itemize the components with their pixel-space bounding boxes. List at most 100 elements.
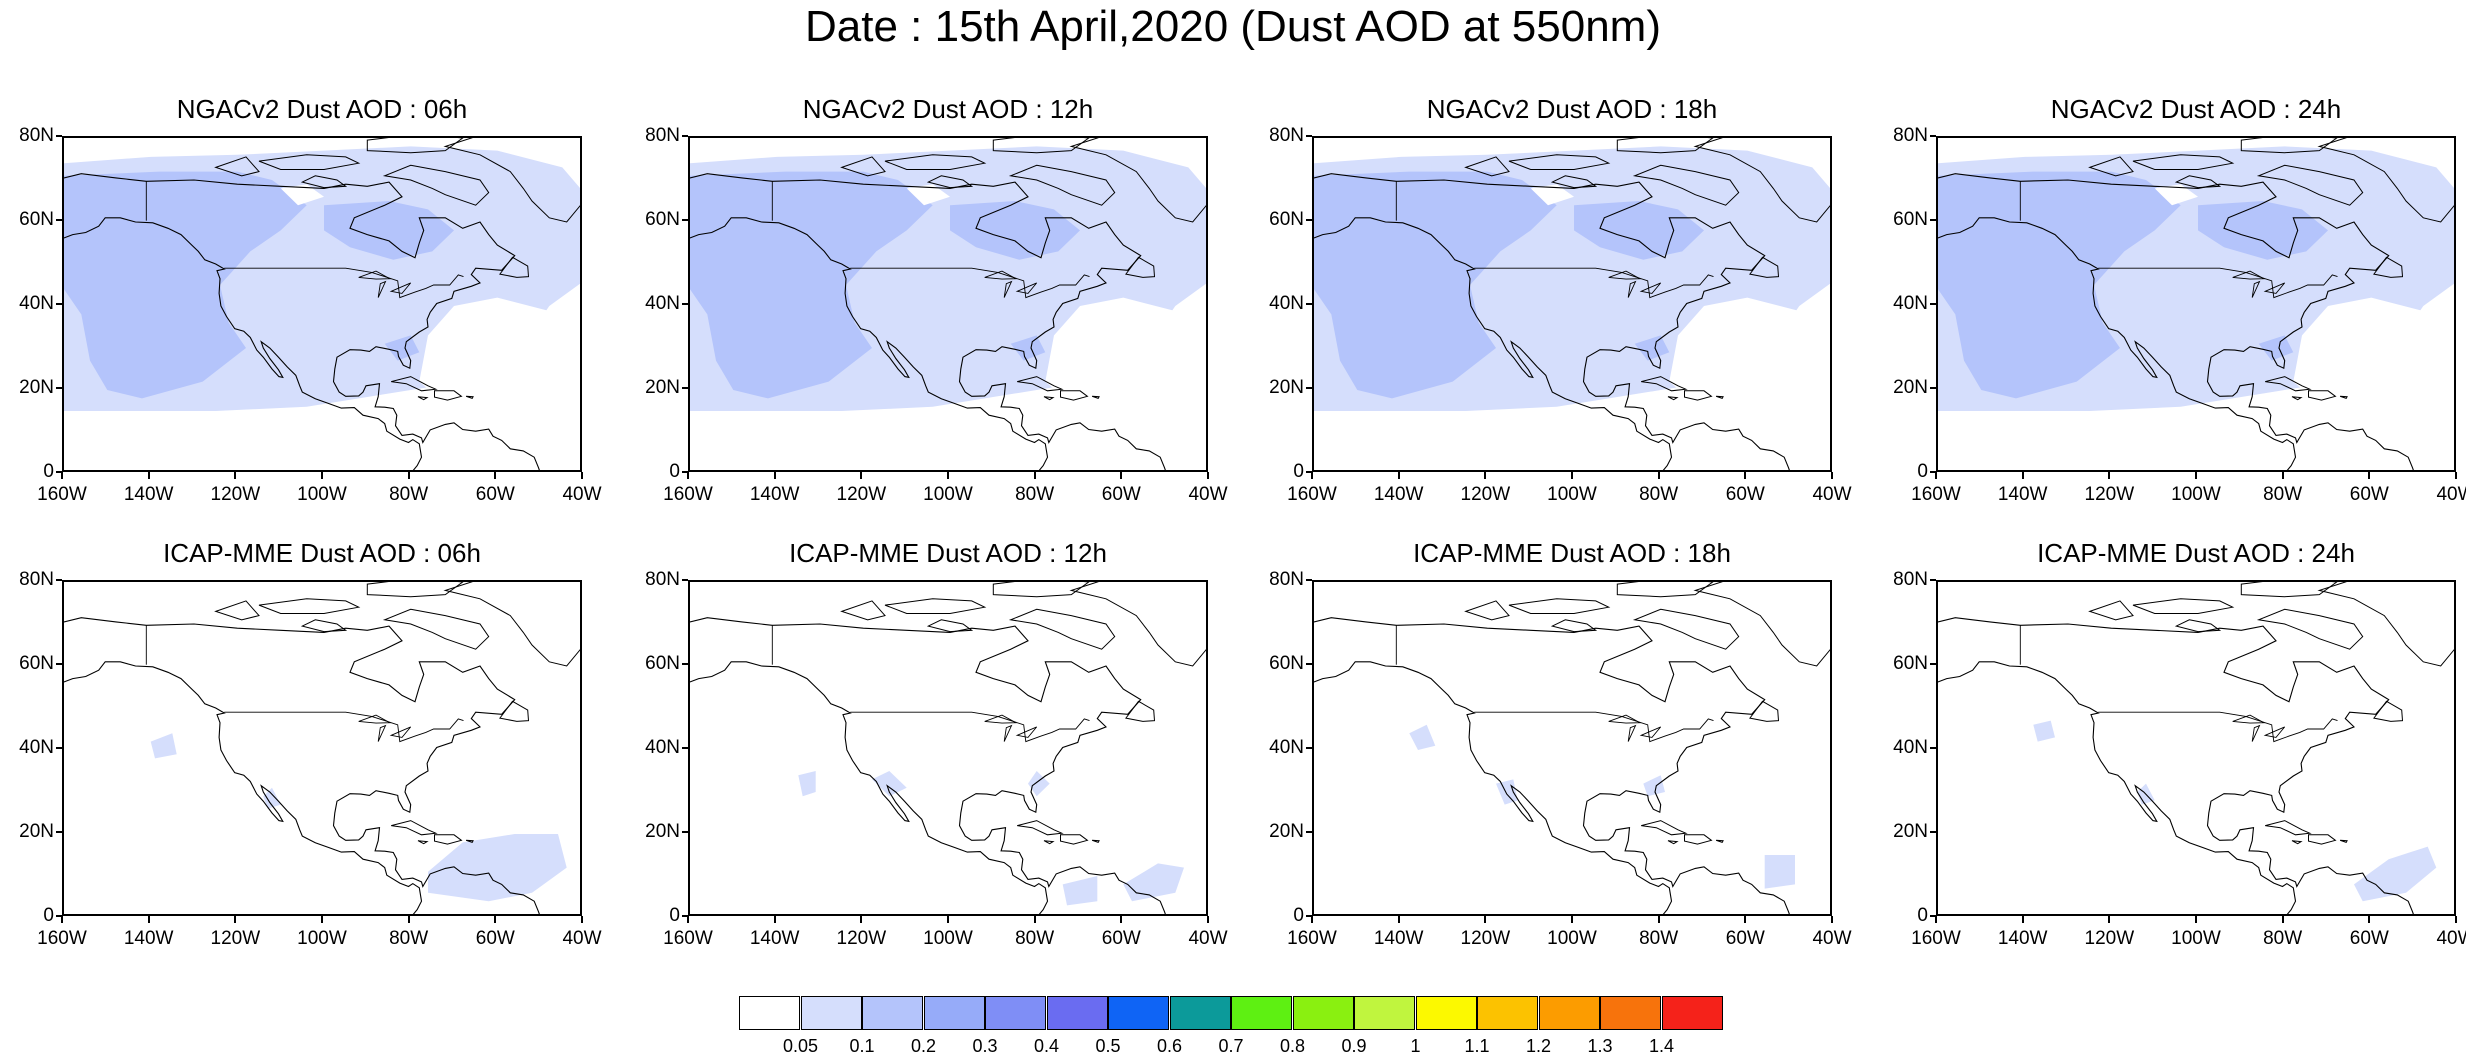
y-tick-mark [1930,831,1936,833]
colorbar-label: 0.2 [910,1036,937,1056]
x-tick-mark [1311,916,1313,923]
island-outline [2088,156,2134,177]
y-tick-mark [1306,387,1312,389]
x-tick-label: 120W [836,484,887,505]
lake-outline [377,724,387,742]
aod-field [280,184,324,206]
x-tick-label: 140W [749,928,800,949]
island-outline [366,582,464,598]
island-outline [1749,256,1780,278]
aod-field [1496,779,1518,805]
colorbar-label: 1.2 [1525,1036,1552,1056]
aod-field [1669,297,1830,411]
x-tick-mark [1935,916,1937,923]
x-tick-label: 80W [389,928,429,949]
y-tick-mark [682,915,688,917]
aod-field [798,771,816,797]
x-tick-label: 140W [123,484,174,505]
x-tick-label: 60W [1725,928,1765,949]
aod-field [384,335,420,361]
y-tick-label: 40N [19,293,54,314]
aod-field [950,201,1080,260]
island-outline [1060,834,1089,845]
colorbar-swatch [1231,996,1292,1030]
panel-title: ICAP-MME Dust AOD : 24h [2037,538,2355,568]
island-outline [992,582,1090,598]
lake-outline [377,280,387,298]
island-outline [2373,700,2404,722]
island-outline [2373,256,2404,278]
y-tick-label: 80N [1269,125,1304,146]
island-outline [2265,820,2312,836]
x-tick-label: 60W [2349,484,2389,505]
lake-outline [1015,282,1038,294]
y-tick-mark [1306,219,1312,221]
colorbar-swatch [1046,996,1108,1030]
aod-field [2293,297,2454,411]
island-outline [366,138,464,154]
x-tick-mark [147,472,150,479]
y-tick-label: 0 [1293,461,1304,482]
x-tick-mark [61,916,63,923]
colorbar-swatch [739,996,800,1030]
figure-title: Date : 15th April,2020 (Dust AOD at 550n… [804,2,1661,51]
island-outline [1693,138,1830,223]
x-tick-mark [2368,472,2371,479]
x-tick-mark [1657,916,1660,923]
y-tick-mark [682,747,688,749]
colorbar-label: 0.3 [972,1036,998,1056]
aod-field [150,733,177,759]
x-tick-mark [1120,916,1123,923]
continent-outline [64,617,540,914]
island-outline [1616,582,1714,598]
y-tick-mark [56,303,62,305]
lake-outline [1608,714,1642,724]
aod-field [1045,297,1206,411]
island-outline [1616,138,1714,154]
y-tick-mark [1306,747,1312,749]
map-plot-area [1312,580,1832,916]
x-tick-label: 140W [1373,484,1424,505]
aod-field [2154,184,2198,206]
x-tick-label: 160W [37,484,87,505]
continent-outline [1314,173,1790,470]
y-tick-label: 0 [669,905,680,926]
island-outline [417,396,429,401]
y-tick-label: 0 [43,461,54,482]
x-tick-mark [860,916,863,923]
island-outline [1125,256,1156,278]
island-outline [884,598,987,614]
colorbar-swatch [1538,996,1600,1030]
island-outline [2240,582,2338,598]
island-outline [1464,600,1510,621]
aod-field [428,834,567,902]
y-tick-label: 40N [1269,293,1304,314]
x-tick-mark [1397,472,1400,479]
x-tick-mark [2455,472,2457,479]
x-tick-label: 100W [1547,928,1597,949]
x-tick-mark [1033,916,1036,923]
y-tick-mark [56,747,62,749]
x-tick-label: 120W [1460,928,1511,949]
aod-field [1123,863,1184,902]
y-tick-label: 40N [19,737,54,758]
island-outline [2317,138,2454,223]
island-outline [1632,608,1740,650]
colorbar-label: 0.9 [1341,1036,1367,1056]
colorbar-swatch [1292,996,1354,1030]
aod-field [906,184,950,206]
y-tick-mark [682,219,688,221]
y-tick-label: 60N [645,653,680,674]
country-border [1474,711,1714,743]
island-outline [434,834,463,845]
y-tick-label: 0 [43,905,54,926]
y-tick-label: 60N [19,209,54,230]
y-tick-label: 80N [19,569,54,590]
island-outline [2174,175,2222,189]
x-tick-mark [1744,472,1747,479]
island-outline [840,600,886,621]
map-plot-area [688,136,1208,472]
island-outline [1043,840,1055,845]
island-outline [1715,839,1724,844]
island-outline [2339,395,2348,400]
